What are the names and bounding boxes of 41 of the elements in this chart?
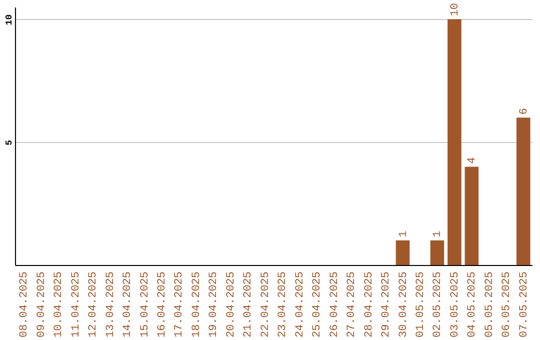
bar: [448, 19, 462, 265]
x-tick-label: 18.04.2025: [190, 272, 203, 338]
x-tick-label: 12.04.2025: [88, 272, 100, 338]
bar: [464, 166, 479, 265]
x-tick-label: 05.05.2025: [484, 272, 496, 338]
x-tick-label: 15.04.2025: [139, 272, 152, 338]
x-tick-label: 30.04.2025: [398, 272, 410, 338]
x-tick-label: 19.04.2025: [208, 272, 220, 338]
x-tick-label: 21.04.2025: [242, 272, 255, 338]
x-tick-label: 23.04.2025: [277, 272, 290, 338]
x-tick-label: 28.04.2025: [363, 272, 376, 338]
x-tick-label: 13.04.2025: [104, 272, 117, 338]
x-tick-label: 09.04.2025: [36, 272, 48, 338]
x-tick-label: 04.05.2025: [466, 272, 479, 338]
y-tick-label: 5: [4, 140, 14, 146]
bar: [396, 240, 410, 265]
data-label: 10: [449, 3, 462, 16]
x-tick-label: 14.04.2025: [122, 272, 134, 338]
x-tick-label: 07.05.2025: [518, 272, 530, 338]
x-tick-label: 25.04.2025: [312, 272, 324, 338]
x-tick-label: 17.04.2025: [174, 272, 186, 338]
x-tick-label: 29.04.2025: [380, 272, 393, 338]
x-tick-label: 08.04.2025: [18, 272, 31, 338]
x-tick-label: 20.04.2025: [225, 272, 238, 338]
data-label: 1: [398, 230, 410, 238]
x-tick-label: 03.05.2025: [449, 272, 462, 338]
x-tick-label: 16.04.2025: [156, 272, 168, 338]
x-tick-label: 02.05.2025: [432, 272, 444, 338]
data-label: 4: [466, 156, 479, 164]
x-tick-label: 26.04.2025: [328, 272, 341, 338]
x-tick-label: 10.04.2025: [53, 272, 66, 338]
x-tick-label: 01.05.2025: [414, 272, 427, 338]
bar: [516, 118, 530, 265]
x-tick-label: 27.04.2025: [346, 272, 358, 338]
bar: [430, 240, 444, 265]
x-tick-label: 22.04.2025: [260, 272, 272, 338]
x-tick-label: 24.04.2025: [294, 272, 306, 338]
x-tick-label: 06.05.2025: [501, 272, 514, 338]
data-label: 6: [518, 108, 530, 115]
data-label: 1: [432, 230, 444, 238]
x-tick-label: 11.04.2025: [70, 272, 82, 338]
